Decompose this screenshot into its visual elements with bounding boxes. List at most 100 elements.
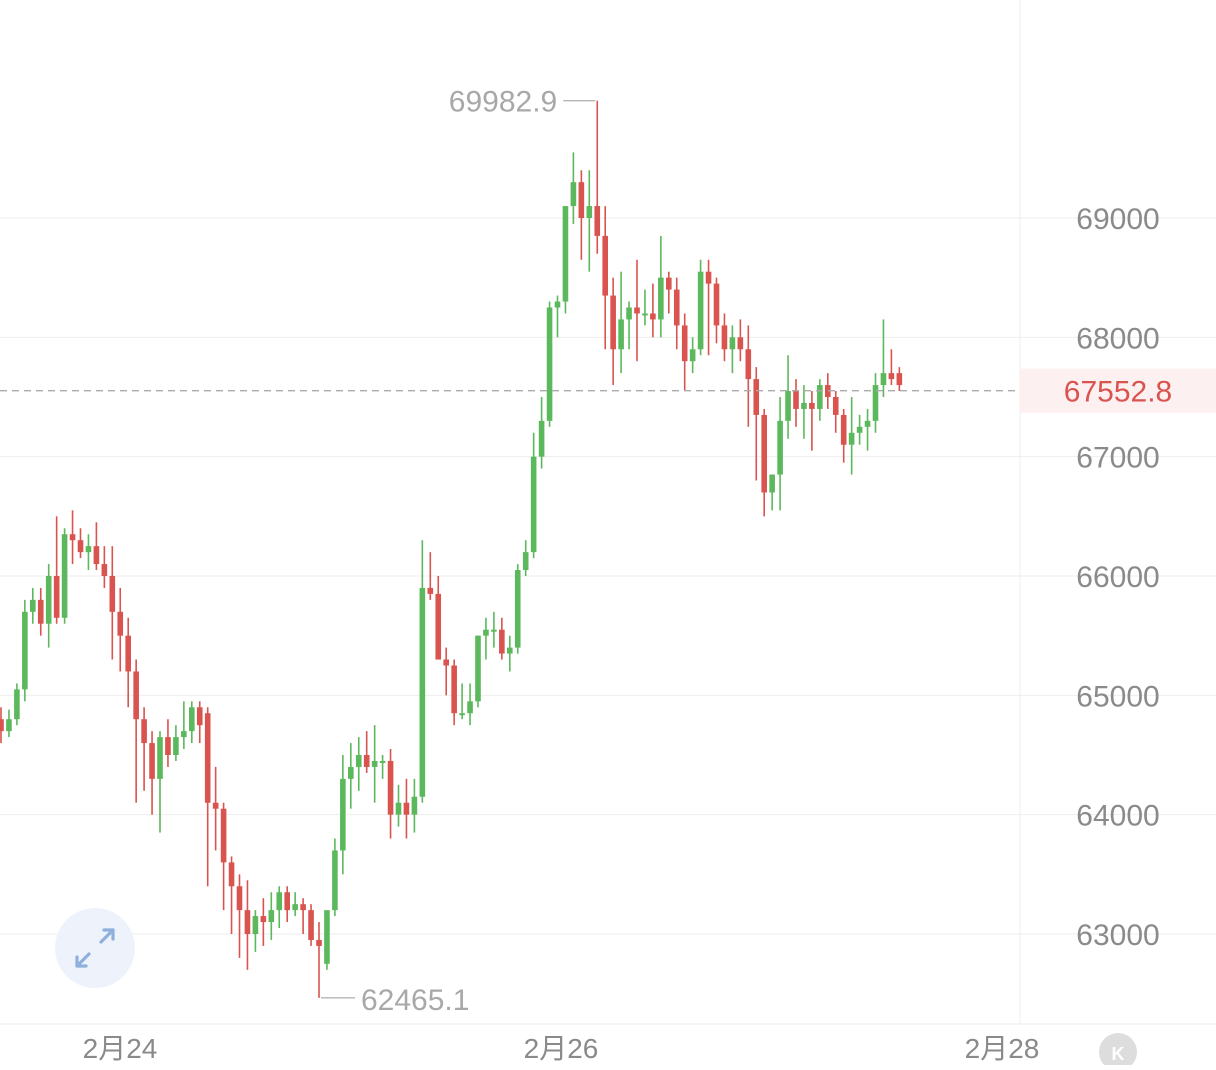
candle-body	[888, 373, 895, 380]
candle	[37, 587, 44, 636]
x-tick-label: 2月28	[965, 1033, 1040, 1064]
candle	[53, 516, 60, 624]
x-axis-labels: 2月24 2月26 2月28	[83, 1033, 1040, 1064]
candle-body	[85, 546, 92, 553]
candle-body	[30, 599, 36, 612]
candle	[427, 552, 434, 600]
extreme-markers: 69982.9 62465.1	[321, 86, 596, 1017]
candle	[673, 277, 680, 350]
candle	[324, 910, 330, 970]
candle-body	[244, 910, 251, 934]
candle-body	[22, 611, 28, 690]
candle-body	[769, 474, 775, 493]
candle	[483, 617, 489, 660]
candle	[435, 576, 442, 660]
candle-body	[562, 206, 569, 302]
candle	[220, 802, 227, 911]
candle-body	[825, 385, 831, 397]
candle-body	[618, 319, 624, 350]
candle	[713, 277, 720, 344]
candle	[77, 528, 84, 559]
candle-body	[77, 540, 84, 553]
candle	[522, 540, 529, 576]
candle-body	[626, 307, 632, 320]
candle	[554, 295, 561, 338]
current-price-line: 67552.8	[0, 368, 1216, 413]
candle	[491, 611, 497, 648]
candle-body	[666, 277, 672, 290]
candle	[825, 373, 831, 409]
candle	[196, 701, 203, 744]
candle-body	[832, 397, 839, 415]
candle-body	[411, 796, 418, 815]
expand-button[interactable]	[55, 908, 135, 988]
candle	[872, 373, 879, 433]
y-axis-labels: 69000 68000 67000 66000 65000 64000 63000	[1076, 203, 1159, 952]
candle	[22, 599, 28, 702]
candle-body	[745, 349, 752, 380]
candle	[236, 874, 243, 958]
candle	[69, 510, 76, 565]
candle-body	[260, 916, 267, 923]
candle	[666, 271, 672, 314]
candle	[594, 100, 601, 254]
low-marker-label: 62465.1	[361, 984, 469, 1017]
candle	[133, 659, 139, 803]
y-tick-label: 66000	[1076, 561, 1159, 594]
candle	[530, 432, 537, 559]
candle-body	[451, 665, 457, 714]
candle-body	[801, 402, 807, 409]
candle-body	[61, 534, 68, 618]
candle	[189, 701, 195, 744]
candle-body	[6, 719, 12, 732]
candle	[141, 707, 147, 791]
candle-body	[292, 904, 298, 911]
candle-body	[308, 910, 314, 940]
candle	[840, 408, 847, 463]
grid-lines	[0, 217, 1216, 935]
candle-body	[403, 802, 410, 815]
candle	[419, 540, 426, 803]
y-tick-label: 68000	[1076, 322, 1159, 355]
candle	[411, 778, 418, 833]
candle-body	[443, 659, 449, 666]
candle	[125, 617, 131, 708]
candle	[864, 408, 871, 451]
candle	[6, 709, 12, 738]
x-tick-label: 2月26	[524, 1033, 599, 1064]
candle-body	[459, 713, 465, 716]
kline-badge[interactable]: K	[1099, 1033, 1137, 1070]
candle-body	[419, 587, 426, 797]
candle	[848, 397, 855, 475]
candle-body	[610, 295, 616, 350]
candle-body	[793, 391, 799, 409]
candle-body	[467, 701, 473, 714]
candle-body	[681, 325, 688, 362]
candle	[880, 319, 887, 397]
candle	[888, 349, 895, 386]
candle	[451, 659, 457, 726]
candle-body	[340, 778, 346, 851]
candle-body	[165, 737, 171, 755]
candle-body	[673, 289, 680, 326]
y-tick-label: 65000	[1076, 680, 1159, 713]
candle-body	[387, 760, 394, 815]
expand-arrows-icon	[75, 928, 115, 968]
candle-body	[252, 916, 259, 934]
candle	[109, 546, 116, 660]
candle	[228, 856, 235, 934]
candle	[721, 313, 728, 362]
candle	[634, 259, 640, 362]
candle-body	[427, 587, 434, 594]
candle-body	[379, 760, 386, 763]
candle-body	[109, 576, 116, 612]
candle	[499, 617, 505, 660]
y-tick-label: 67000	[1076, 442, 1159, 475]
current-price-label: 67552.8	[1064, 376, 1172, 409]
candle-body	[594, 206, 601, 236]
candle-body	[276, 892, 283, 911]
candle	[300, 898, 306, 934]
candle	[753, 367, 760, 481]
